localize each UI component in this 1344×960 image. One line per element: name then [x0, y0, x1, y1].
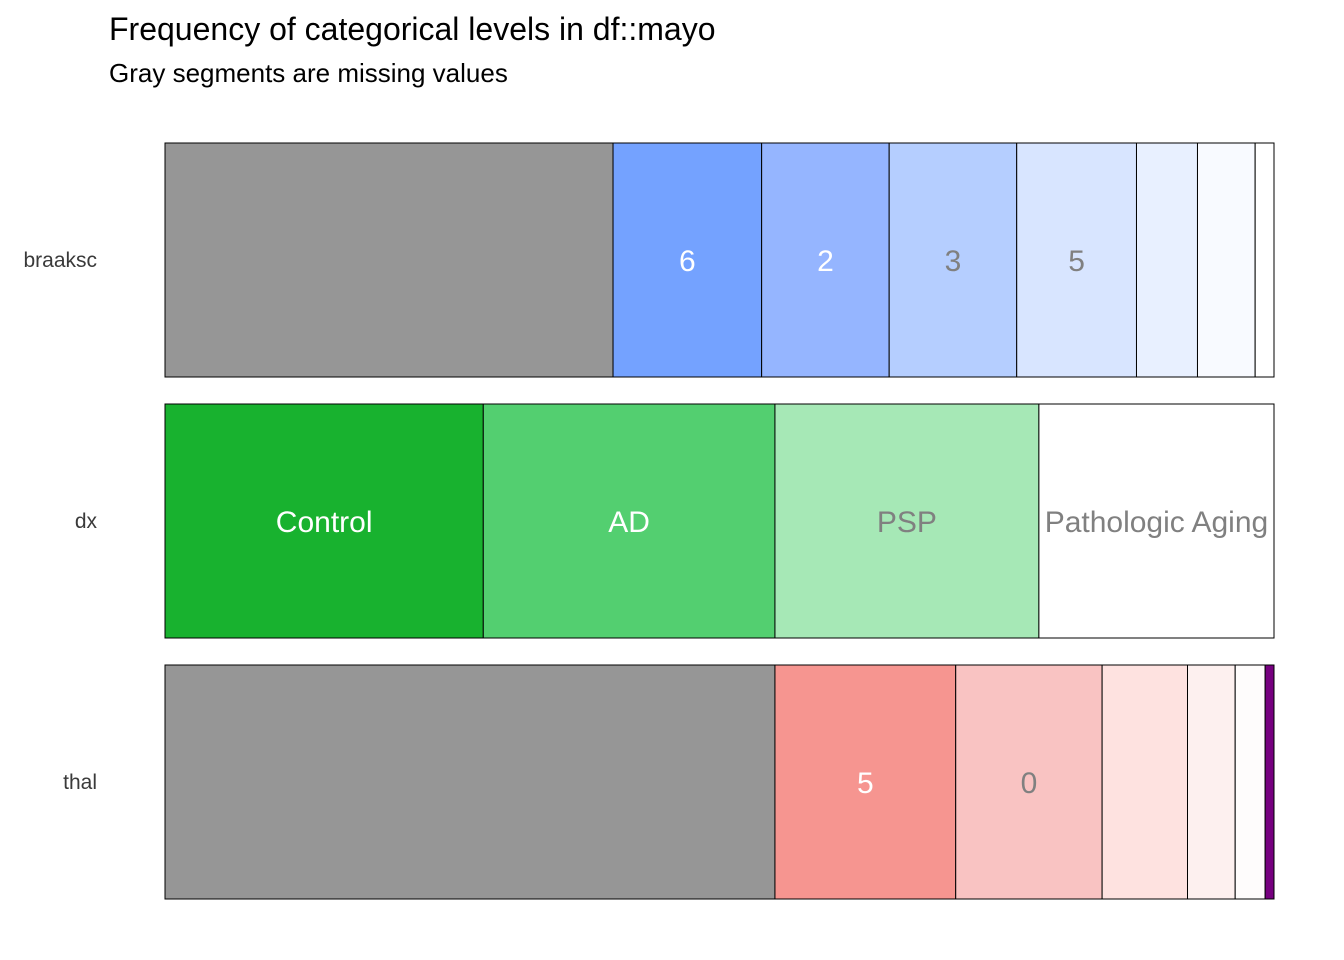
segment-thal-2	[955, 664, 1103, 900]
segment-label-braaksc-3: 3	[945, 245, 962, 278]
chart-subtitle: Gray segments are missing values	[109, 58, 508, 88]
bar-row-thal: thal 5 0	[63, 664, 1275, 900]
segment-braaksc-2	[761, 142, 890, 378]
segment-braaksc-7	[1254, 142, 1275, 378]
segment-label-thal-1: 5	[857, 767, 874, 800]
segment-label-thal-2: 0	[1021, 767, 1038, 800]
segment-thal-0	[164, 664, 776, 900]
segment-braaksc-1	[612, 142, 763, 378]
segment-thal-6	[1264, 664, 1275, 900]
segment-dx-0	[164, 403, 484, 639]
segment-braaksc-4	[1016, 142, 1137, 378]
segment-dx-2	[774, 403, 1040, 639]
segment-braaksc-3	[888, 142, 1018, 378]
row-label-thal: thal	[63, 771, 97, 794]
segment-thal-3	[1101, 664, 1188, 900]
segment-dx-3	[1038, 403, 1275, 639]
segment-label-braaksc-2: 2	[817, 245, 834, 278]
segment-thal-1	[774, 664, 957, 900]
segment-thal-4	[1186, 664, 1236, 900]
bar-row-dx: dx Control AD PSP Pathologic Aging	[75, 403, 1275, 639]
segment-braaksc-6	[1196, 142, 1256, 378]
chart-title: Frequency of categorical levels in df::m…	[109, 11, 716, 47]
bar-rows: braaksc 6 2 3 5 dx Control AD PSP Pathologic Agin…	[23, 142, 1275, 900]
segment-label-braaksc-1: 6	[679, 245, 696, 278]
segment-label-dx-3: Pathologic Aging	[1045, 506, 1269, 539]
segment-dx-1	[482, 403, 776, 639]
row-label-dx: dx	[75, 510, 98, 533]
row-label-braaksc: braaksc	[23, 249, 97, 272]
segment-label-dx-1: AD	[608, 506, 650, 539]
segment-thal-5	[1234, 664, 1266, 900]
segment-label-braaksc-4: 5	[1068, 245, 1085, 278]
segment-label-dx-0: Control	[276, 506, 373, 539]
segment-braaksc-0	[164, 142, 614, 378]
bar-row-braaksc: braaksc 6 2 3 5	[23, 142, 1275, 378]
segment-label-dx-2: PSP	[877, 506, 937, 539]
segment-braaksc-5	[1135, 142, 1198, 378]
